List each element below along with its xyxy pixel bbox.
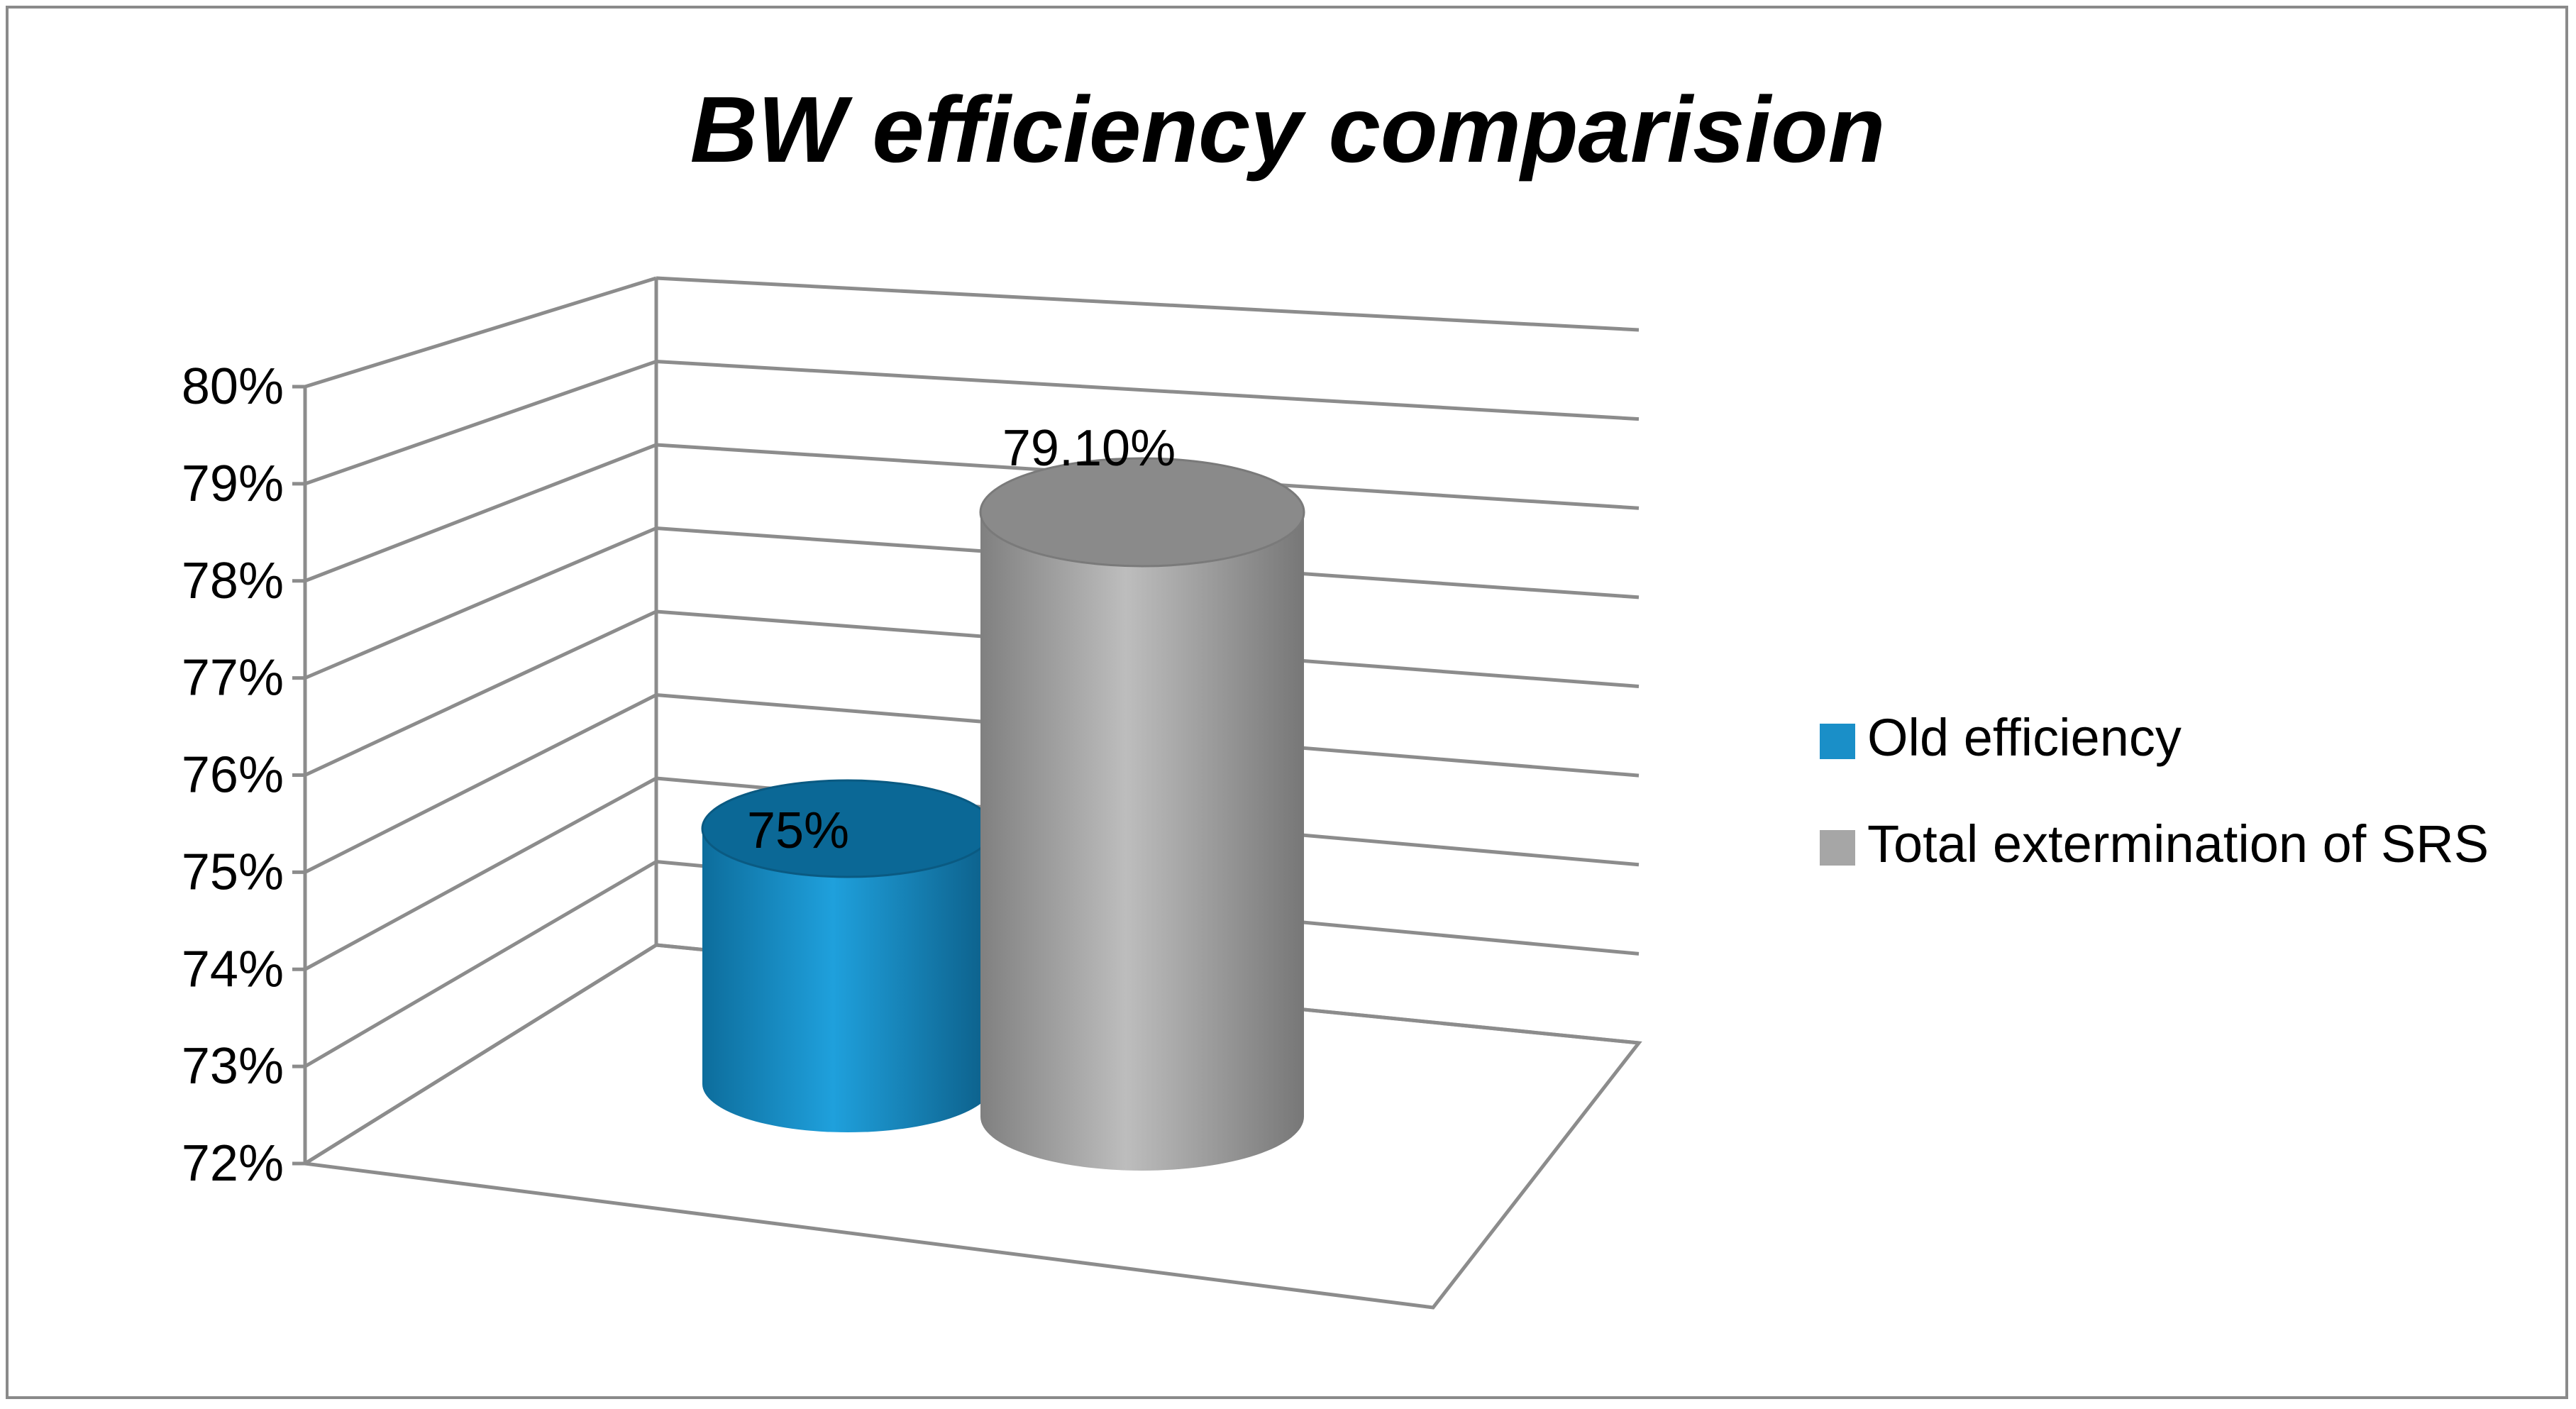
side-wall-gridline <box>304 443 657 583</box>
legend-label: Old efficiency <box>1867 708 2182 767</box>
y-axis-tick-labels: 72% 73% 74% 75% 76% 77% 78% 79% 80% <box>182 358 284 1192</box>
y-tick-label: 80% <box>182 358 284 415</box>
bars <box>701 457 1305 1171</box>
data-label: 75% <box>747 802 849 859</box>
bar <box>979 457 1305 1171</box>
data-labels: 75% 79.10% <box>747 420 1176 859</box>
legend: Old efficiency Total extermination of SRS <box>1820 708 2489 873</box>
back-wall-gridline <box>656 360 1640 421</box>
side-wall-gridline <box>304 860 658 1068</box>
y-tick-label: 78% <box>182 553 284 609</box>
side-wall-gridline <box>304 776 658 971</box>
y-tick-label: 72% <box>182 1135 284 1192</box>
y-tick-label: 73% <box>182 1038 284 1095</box>
y-tick-label: 74% <box>182 941 284 998</box>
side-wall-gridline <box>304 693 658 874</box>
back-wall-gridline <box>656 276 1640 332</box>
bar-body <box>702 829 993 1132</box>
chart-title: BW efficiency comparision <box>690 77 1886 182</box>
side-wall-gridline <box>304 943 658 1166</box>
bar-top <box>979 457 1305 568</box>
legend-label: Total extermination of SRS <box>1867 814 2489 873</box>
y-tick-label: 76% <box>182 747 284 804</box>
bar <box>701 779 995 1132</box>
bar-body <box>980 512 1304 1171</box>
legend-swatch <box>1820 830 1855 866</box>
side-wall-gridline <box>304 276 657 389</box>
legend-item: Total extermination of SRS <box>1820 814 2489 873</box>
legend-swatch <box>1820 724 1855 759</box>
side-wall-gridline <box>304 609 658 777</box>
data-label: 79.10% <box>1002 420 1176 477</box>
y-tick-label: 77% <box>182 650 284 707</box>
y-tick-label: 79% <box>182 455 284 512</box>
legend-item: Old efficiency <box>1820 708 2182 767</box>
side-wall-gridline <box>304 360 657 486</box>
chart-walls <box>299 278 1642 1310</box>
side-wall-gridline <box>304 526 657 680</box>
y-tick-label: 75% <box>182 844 284 900</box>
gridlines <box>292 276 1640 1166</box>
